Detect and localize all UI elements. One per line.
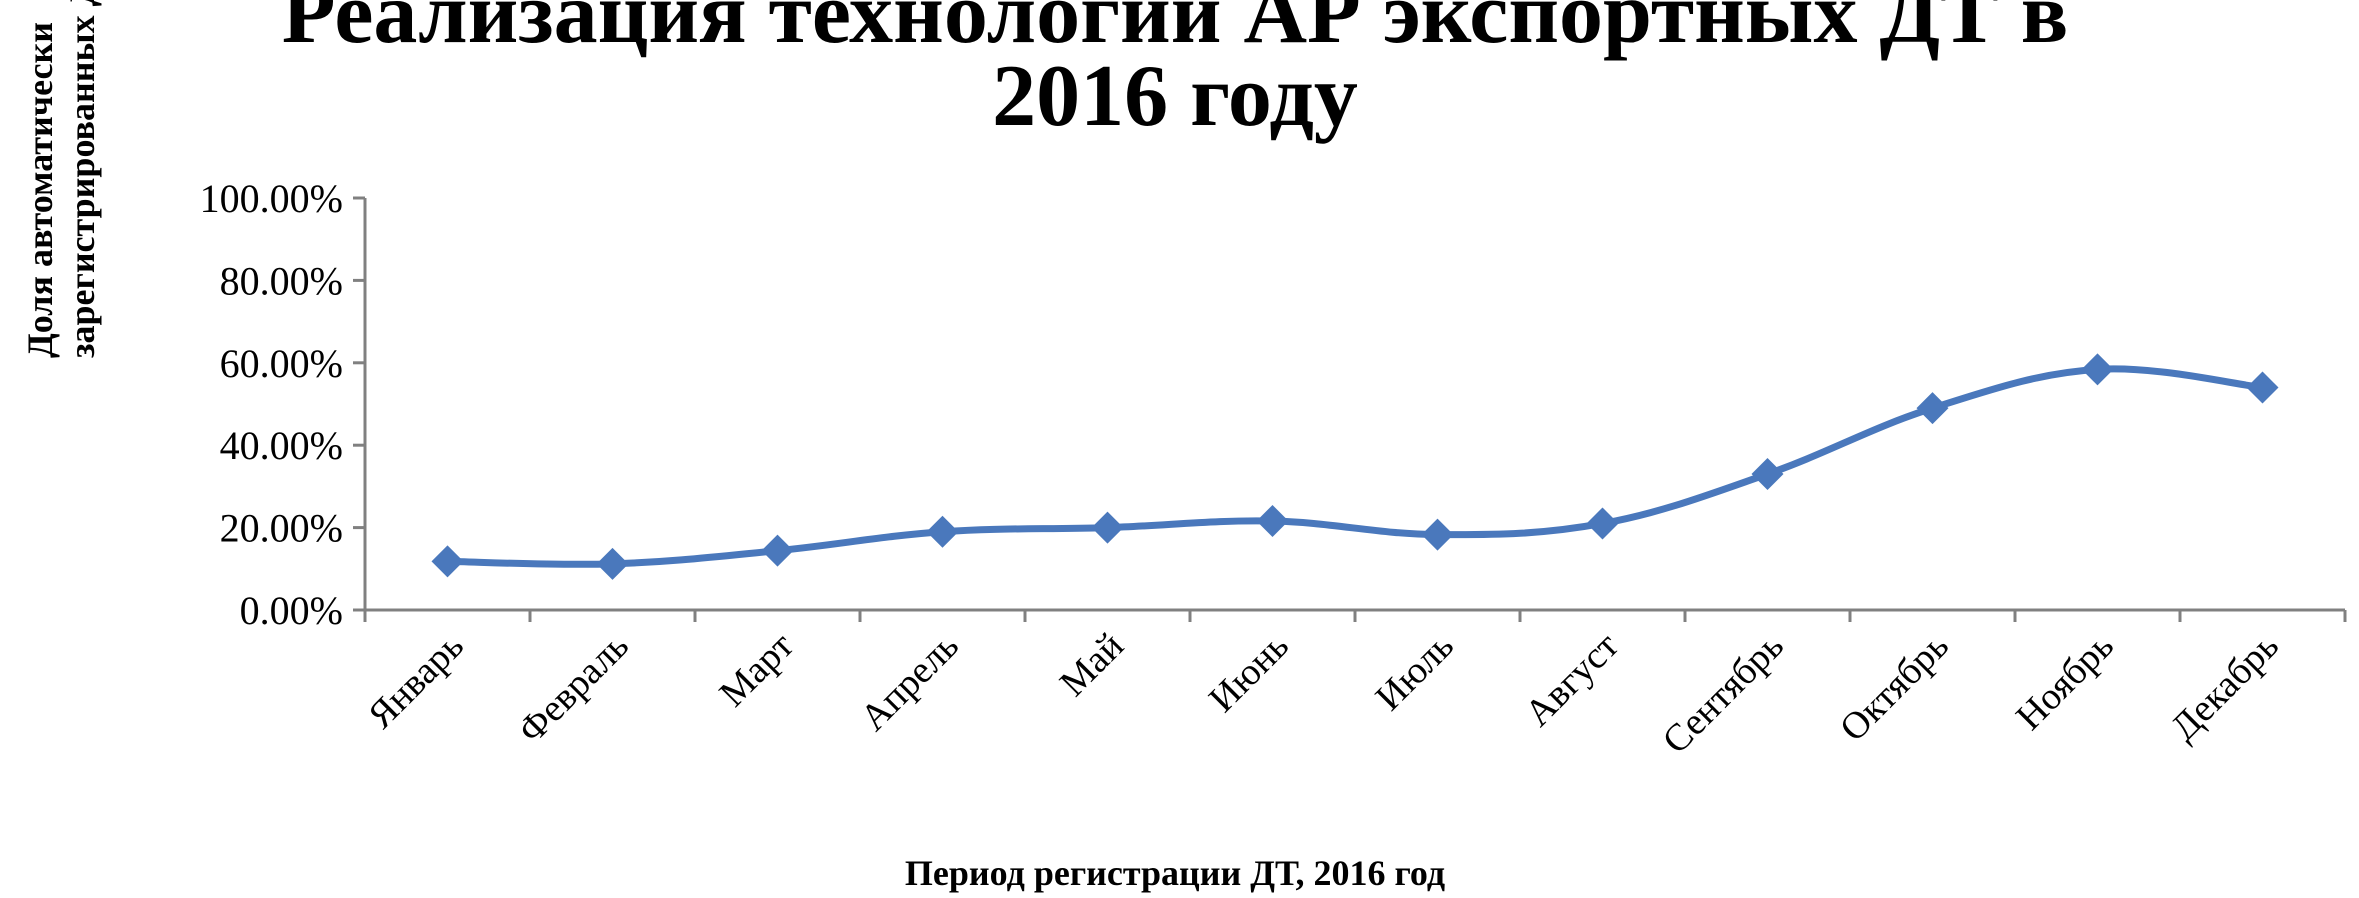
x-tick-label: Январь: [360, 625, 472, 737]
data-point-marker: [1091, 511, 1124, 544]
y-axis-label-line-1: Доля автоматически: [20, 22, 60, 358]
data-point-marker: [1916, 392, 1949, 425]
series-group: [431, 353, 2279, 580]
y-tick-label: 80.00%: [220, 258, 343, 303]
y-tick-label: 60.00%: [220, 341, 343, 386]
chart-title-line-1: Реализация технологии АР экспортных ДТ в: [282, 0, 2068, 62]
y-axis-label: Доля автоматически зарегистрированных ДТ: [20, 0, 102, 358]
x-tick-label: Февраль: [510, 625, 637, 752]
y-tick-label: 20.00%: [220, 506, 343, 551]
y-tick-label: 0.00%: [240, 588, 343, 633]
data-point-marker: [1751, 458, 1784, 491]
data-point-marker: [431, 545, 464, 578]
x-axis-ticks: Январь Февраль Март Апрель Май Июнь Июль Август…: [360, 610, 2347, 762]
x-tick-label: Ноябрь: [2008, 625, 2122, 739]
series-line: [447, 365, 2263, 568]
y-axis-label-line-2: зарегистрированных ДТ: [62, 0, 102, 358]
data-point-marker: [761, 534, 794, 567]
data-point-marker: [596, 547, 629, 580]
data-point-marker: [2081, 353, 2114, 386]
x-tick-label: Август: [1517, 624, 1627, 734]
data-point-marker: [1256, 505, 1289, 538]
x-tick-label: Май: [1052, 625, 1132, 705]
y-axis-ticks: 0.00% 20.00% 40.00% 60.00% 80.00% 100.00%: [200, 176, 365, 633]
y-tick-label: 100.00%: [200, 176, 343, 221]
x-tick-label: Октябрь: [1832, 625, 1957, 750]
x-tick-label: Сентябрь: [1654, 625, 1791, 762]
x-axis-label: Период регистрации ДТ, 2016 год: [905, 853, 1445, 893]
x-tick-label: Декабрь: [2163, 625, 2287, 749]
x-tick-label: Июнь: [1201, 625, 1297, 721]
data-point-marker: [1586, 507, 1619, 540]
x-tick-label: Июль: [1368, 625, 1462, 719]
data-point-marker: [1421, 518, 1454, 551]
chart-title-line-2: 2016 году: [992, 48, 1358, 145]
x-tick-label: Апрель: [852, 625, 967, 740]
data-point-marker: [2246, 371, 2279, 404]
data-point-marker: [926, 515, 959, 548]
y-tick-label: 40.00%: [220, 423, 343, 468]
x-tick-label: Март: [712, 624, 803, 715]
